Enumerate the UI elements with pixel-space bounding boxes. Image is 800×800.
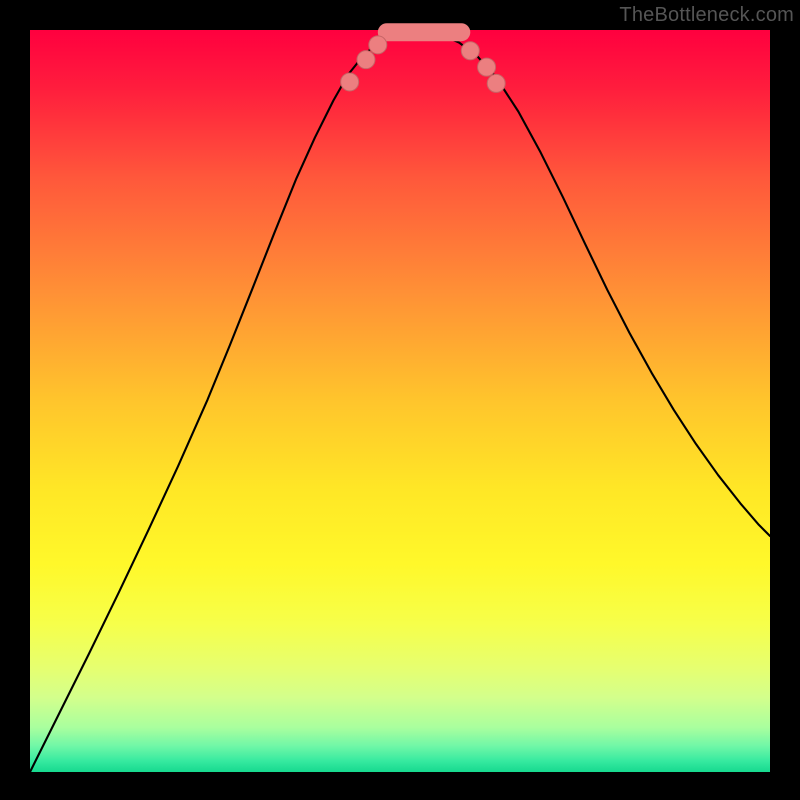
curve-marker <box>357 51 375 69</box>
curve-marker <box>341 73 359 91</box>
bottleneck-chart <box>0 0 800 800</box>
curve-floor-band <box>378 23 471 41</box>
curve-marker <box>461 42 479 60</box>
watermark-text: TheBottleneck.com <box>619 4 794 27</box>
chart-background-gradient <box>30 30 770 772</box>
curve-marker <box>369 36 387 54</box>
curve-marker <box>478 58 496 76</box>
curve-marker <box>487 74 505 92</box>
